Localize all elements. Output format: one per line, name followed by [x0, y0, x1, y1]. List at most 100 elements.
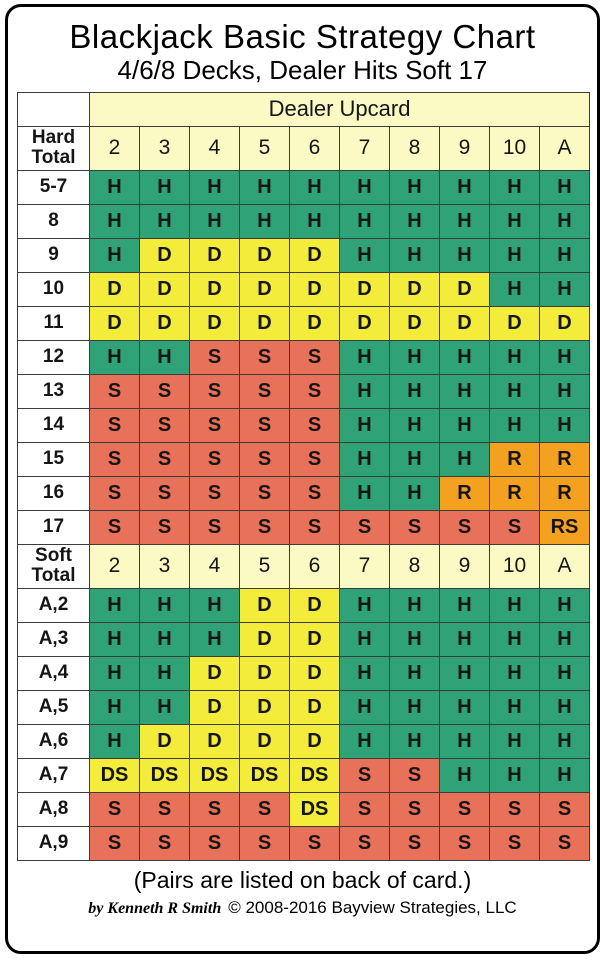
strategy-cell: H	[89, 587, 140, 623]
strategy-cell: H	[289, 169, 340, 205]
strategy-cell: S	[239, 791, 290, 827]
strategy-row: A,9 S S S S S S S S S S	[17, 825, 591, 861]
strategy-cell: D	[189, 271, 240, 307]
strategy-cell: H	[439, 655, 490, 691]
strategy-cell: H	[389, 723, 440, 759]
strategy-row: 17 S S S S S S S S S RS	[17, 509, 591, 545]
strategy-row: A,8 S S S S DS S S S S S	[17, 791, 591, 827]
strategy-cell: H	[489, 407, 540, 443]
strategy-cell: H	[239, 203, 290, 239]
strategy-cell: S	[189, 373, 240, 409]
strategy-cell: H	[89, 203, 140, 239]
strategy-cell: S	[289, 373, 340, 409]
strategy-cell: S	[439, 791, 490, 827]
column-header: 5	[239, 125, 290, 171]
strategy-cell: H	[339, 441, 390, 477]
row-label: A,6	[17, 723, 90, 759]
strategy-cell: S	[89, 441, 140, 477]
strategy-cell: H	[489, 237, 540, 273]
strategy-cell: H	[339, 407, 390, 443]
column-header: 4	[189, 543, 240, 589]
column-header: 5	[239, 543, 290, 589]
column-header: 10	[489, 125, 540, 171]
strategy-cell: S	[239, 407, 290, 443]
strategy-cell: D	[239, 271, 290, 307]
strategy-cell: S	[339, 791, 390, 827]
strategy-cell: D	[289, 723, 340, 759]
strategy-cell: H	[538, 339, 591, 375]
strategy-cell: S	[89, 825, 140, 861]
strategy-cell: H	[439, 169, 490, 205]
strategy-cell: S	[389, 509, 440, 545]
strategy-cell: H	[439, 723, 490, 759]
strategy-cell: H	[89, 339, 140, 375]
strategy-cell: S	[189, 791, 240, 827]
strategy-cell: D	[289, 237, 340, 273]
strategy-cell: H	[538, 621, 591, 657]
strategy-cell: H	[439, 237, 490, 273]
strategy-cell: H	[439, 373, 490, 409]
strategy-cell: H	[439, 757, 490, 793]
strategy-cell: H	[538, 169, 591, 205]
strategy-cell: H	[139, 655, 190, 691]
strategy-cell: S	[489, 825, 540, 861]
row-label: 11	[17, 305, 90, 341]
strategy-cell: H	[538, 373, 591, 409]
strategy-cell: S	[89, 791, 140, 827]
dealer-upcard-row: Dealer Upcard	[17, 91, 591, 127]
strategy-cell: H	[139, 339, 190, 375]
strategy-cell: H	[489, 203, 540, 239]
strategy-cell: D	[289, 305, 340, 341]
strategy-cell: S	[289, 509, 340, 545]
strategy-cell: D	[239, 723, 290, 759]
column-header: 2	[89, 543, 140, 589]
strategy-cell: D	[189, 723, 240, 759]
strategy-cell: D	[439, 271, 490, 307]
strategy-cell: DS	[289, 757, 340, 793]
strategy-cell: H	[538, 271, 591, 307]
strategy-cell: H	[339, 203, 390, 239]
strategy-cell: H	[489, 757, 540, 793]
row-label: 16	[17, 475, 90, 511]
strategy-row: A,2 H H H D D H H H H H	[17, 587, 591, 623]
strategy-cell: H	[538, 757, 591, 793]
strategy-cell: RS	[538, 509, 591, 545]
strategy-cell: H	[89, 655, 140, 691]
strategy-cell: S	[289, 407, 340, 443]
strategy-cell: H	[538, 587, 591, 623]
strategy-cell: H	[189, 203, 240, 239]
strategy-cell: R	[489, 475, 540, 511]
strategy-cell: H	[489, 339, 540, 375]
strategy-cell: H	[139, 621, 190, 657]
strategy-cell: R	[538, 475, 591, 511]
strategy-cell: H	[538, 407, 591, 443]
strategy-cell: D	[89, 271, 140, 307]
strategy-cell: H	[538, 237, 591, 273]
strategy-cell: D	[189, 237, 240, 273]
strategy-cell: H	[339, 621, 390, 657]
strategy-cell: R	[538, 441, 591, 477]
strategy-cell: S	[489, 509, 540, 545]
row-label: 17	[17, 509, 90, 545]
column-header: 10	[489, 543, 540, 589]
strategy-cell: S	[339, 825, 390, 861]
strategy-cell: S	[389, 757, 440, 793]
strategy-cell: H	[439, 339, 490, 375]
strategy-cell: S	[389, 791, 440, 827]
strategy-cell: H	[489, 271, 540, 307]
strategy-cell: H	[339, 169, 390, 205]
strategy-cell: D	[139, 237, 190, 273]
column-header: 8	[389, 125, 440, 171]
strategy-card: Blackjack Basic Strategy Chart 4/6/8 Dec…	[5, 4, 600, 954]
strategy-cell: H	[439, 689, 490, 725]
strategy-cell: H	[339, 373, 390, 409]
strategy-cell: S	[139, 475, 190, 511]
column-header: 4	[189, 125, 240, 171]
strategy-cell: D	[189, 305, 240, 341]
strategy-row: 15 S S S S S H H H R R	[17, 441, 591, 477]
section-label: Hard Total	[17, 125, 90, 171]
strategy-cell: DS	[189, 757, 240, 793]
column-header: 9	[439, 543, 490, 589]
strategy-row: 14 S S S S S H H H H H	[17, 407, 591, 443]
strategy-cell: S	[339, 757, 390, 793]
